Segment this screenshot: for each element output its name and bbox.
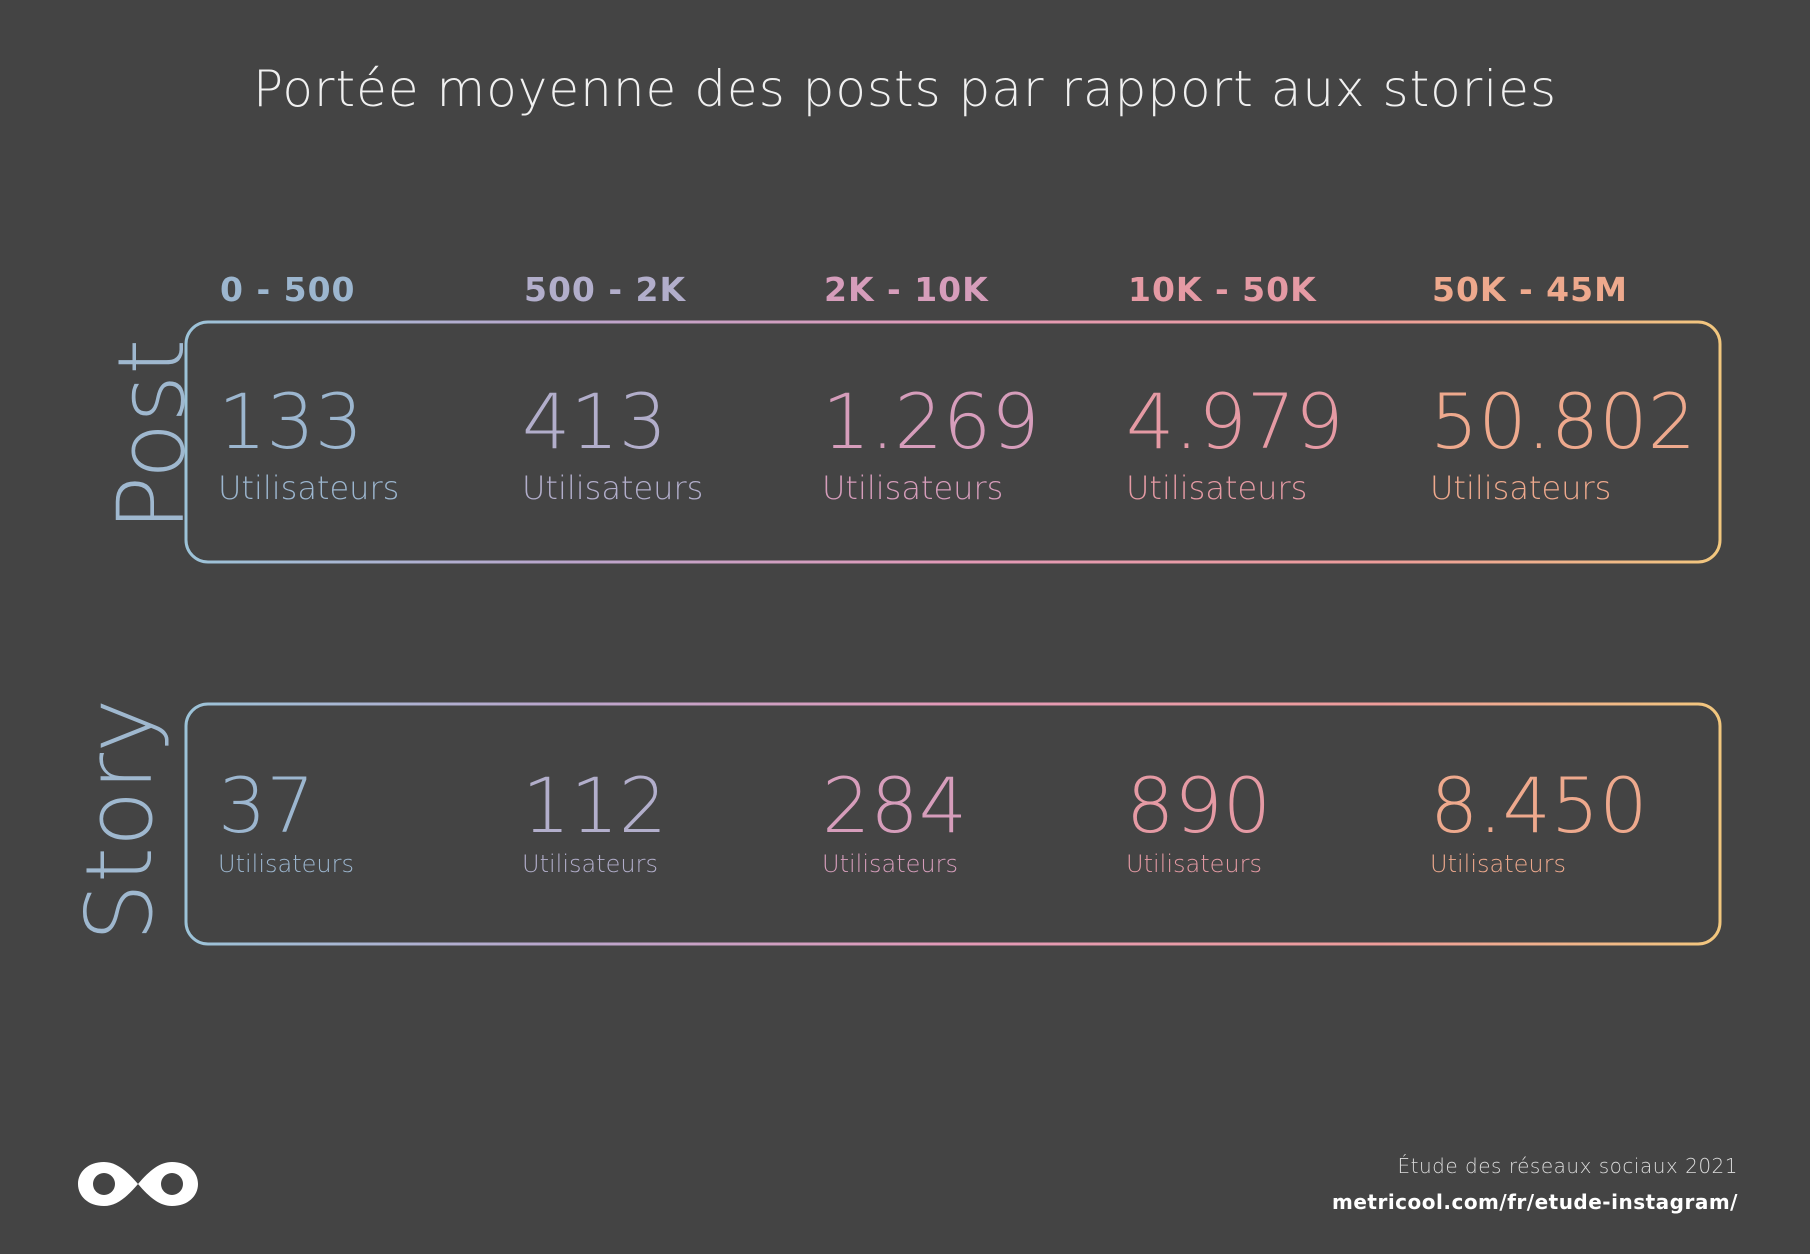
- post-unit-label: Utilisateurs: [1126, 469, 1308, 507]
- tier-header: 2K - 10K: [824, 270, 989, 309]
- story-row-label: Story: [66, 698, 173, 942]
- post-value: 50.802: [1430, 377, 1696, 466]
- post-cell: 133 Utilisateurs: [218, 377, 400, 507]
- tier-header: 0 - 500: [220, 270, 356, 309]
- post-cell: 413 Utilisateurs: [522, 377, 704, 507]
- story-value: 284: [822, 761, 968, 850]
- story-cell: 112 Utilisateurs: [522, 761, 668, 878]
- post-value: 133: [218, 377, 364, 466]
- post-value: 4.979: [1126, 377, 1344, 466]
- source-url: metricool.com/fr/etude-instagram/: [1331, 1190, 1738, 1214]
- post-frame: [184, 320, 1722, 564]
- metricool-logo-icon: [78, 1162, 198, 1206]
- post-unit-label: Utilisateurs: [1430, 469, 1612, 507]
- story-unit-label: Utilisateurs: [1430, 850, 1566, 878]
- tier-header: 50K - 45M: [1432, 270, 1628, 309]
- story-frame: [184, 702, 1722, 946]
- story-unit-label: Utilisateurs: [1126, 850, 1262, 878]
- story-value: 890: [1126, 761, 1272, 850]
- post-value: 1.269: [822, 377, 1040, 466]
- story-value: 8.450: [1430, 761, 1648, 850]
- study-label: Étude des réseaux sociaux 2021: [1397, 1154, 1738, 1178]
- story-cell: 890 Utilisateurs: [1126, 761, 1272, 878]
- post-unit-label: Utilisateurs: [218, 469, 400, 507]
- story-unit-label: Utilisateurs: [522, 850, 658, 878]
- story-unit-label: Utilisateurs: [218, 850, 354, 878]
- story-value: 37: [218, 761, 315, 850]
- post-row-label: Post: [98, 338, 205, 532]
- story-cell: 8.450 Utilisateurs: [1430, 761, 1648, 878]
- story-cell: 37 Utilisateurs: [218, 761, 354, 878]
- post-unit-label: Utilisateurs: [522, 469, 704, 507]
- post-value: 413: [522, 377, 668, 466]
- tier-header: 500 - 2K: [524, 270, 687, 309]
- story-cell: 284 Utilisateurs: [822, 761, 968, 878]
- post-unit-label: Utilisateurs: [822, 469, 1004, 507]
- post-cell: 4.979 Utilisateurs: [1126, 377, 1344, 507]
- tier-header: 10K - 50K: [1128, 270, 1317, 309]
- story-unit-label: Utilisateurs: [822, 850, 958, 878]
- post-cell: 50.802 Utilisateurs: [1430, 377, 1696, 507]
- story-value: 112: [522, 761, 668, 850]
- chart-title: Portée moyenne des posts par rapport aux…: [252, 60, 1558, 118]
- post-cell: 1.269 Utilisateurs: [822, 377, 1040, 507]
